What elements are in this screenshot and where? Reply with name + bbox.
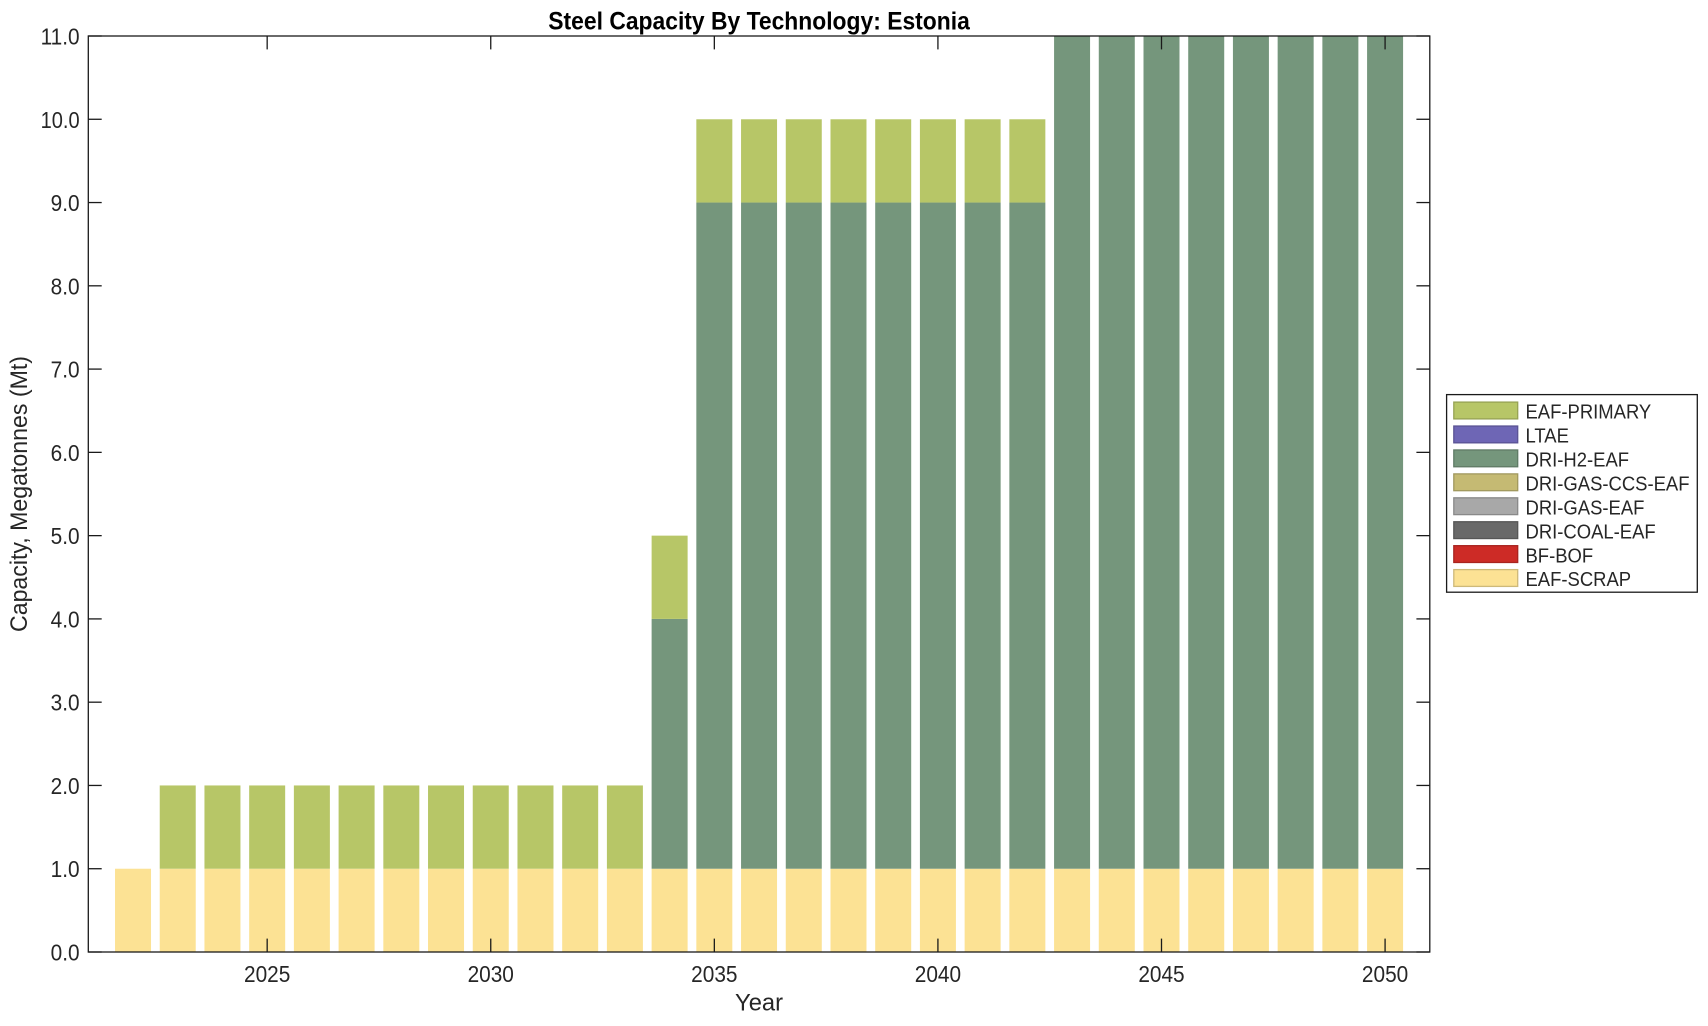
svg-text:6.0: 6.0 bbox=[51, 440, 80, 466]
svg-text:5.0: 5.0 bbox=[51, 523, 80, 549]
svg-text:2035: 2035 bbox=[691, 961, 737, 987]
svg-text:7.0: 7.0 bbox=[51, 357, 80, 383]
svg-text:Year: Year bbox=[735, 989, 783, 1016]
svg-text:EAF-SCRAP: EAF-SCRAP bbox=[1526, 569, 1632, 591]
svg-text:2.0: 2.0 bbox=[51, 773, 80, 799]
svg-text:0.0: 0.0 bbox=[51, 940, 80, 966]
svg-text:DRI-H2-EAF: DRI-H2-EAF bbox=[1526, 450, 1630, 472]
svg-text:Capacity, Megatonnes (Mt): Capacity, Megatonnes (Mt) bbox=[6, 356, 33, 632]
svg-text:9.0: 9.0 bbox=[51, 190, 80, 216]
svg-text:8.0: 8.0 bbox=[51, 273, 80, 299]
svg-text:2025: 2025 bbox=[244, 961, 290, 987]
svg-text:2030: 2030 bbox=[468, 961, 514, 987]
svg-text:1.0: 1.0 bbox=[51, 856, 80, 882]
svg-text:3.0: 3.0 bbox=[51, 690, 80, 716]
svg-text:DRI-GAS-EAF: DRI-GAS-EAF bbox=[1526, 497, 1645, 519]
svg-text:BF-BOF: BF-BOF bbox=[1526, 545, 1594, 567]
svg-text:10.0: 10.0 bbox=[41, 107, 80, 133]
svg-text:EAF-PRIMARY: EAF-PRIMARY bbox=[1526, 402, 1652, 424]
svg-text:DRI-GAS-CCS-EAF: DRI-GAS-CCS-EAF bbox=[1526, 473, 1690, 495]
svg-text:2040: 2040 bbox=[915, 961, 961, 987]
svg-text:2045: 2045 bbox=[1138, 961, 1184, 987]
svg-text:LTAE: LTAE bbox=[1526, 426, 1569, 448]
svg-text:DRI-COAL-EAF: DRI-COAL-EAF bbox=[1526, 521, 1656, 543]
svg-text:Steel Capacity By Technology:: Steel Capacity By Technology: Estonia bbox=[548, 8, 970, 36]
svg-text:4.0: 4.0 bbox=[51, 606, 80, 632]
svg-text:2050: 2050 bbox=[1362, 961, 1408, 987]
svg-text:11.0: 11.0 bbox=[41, 24, 80, 50]
